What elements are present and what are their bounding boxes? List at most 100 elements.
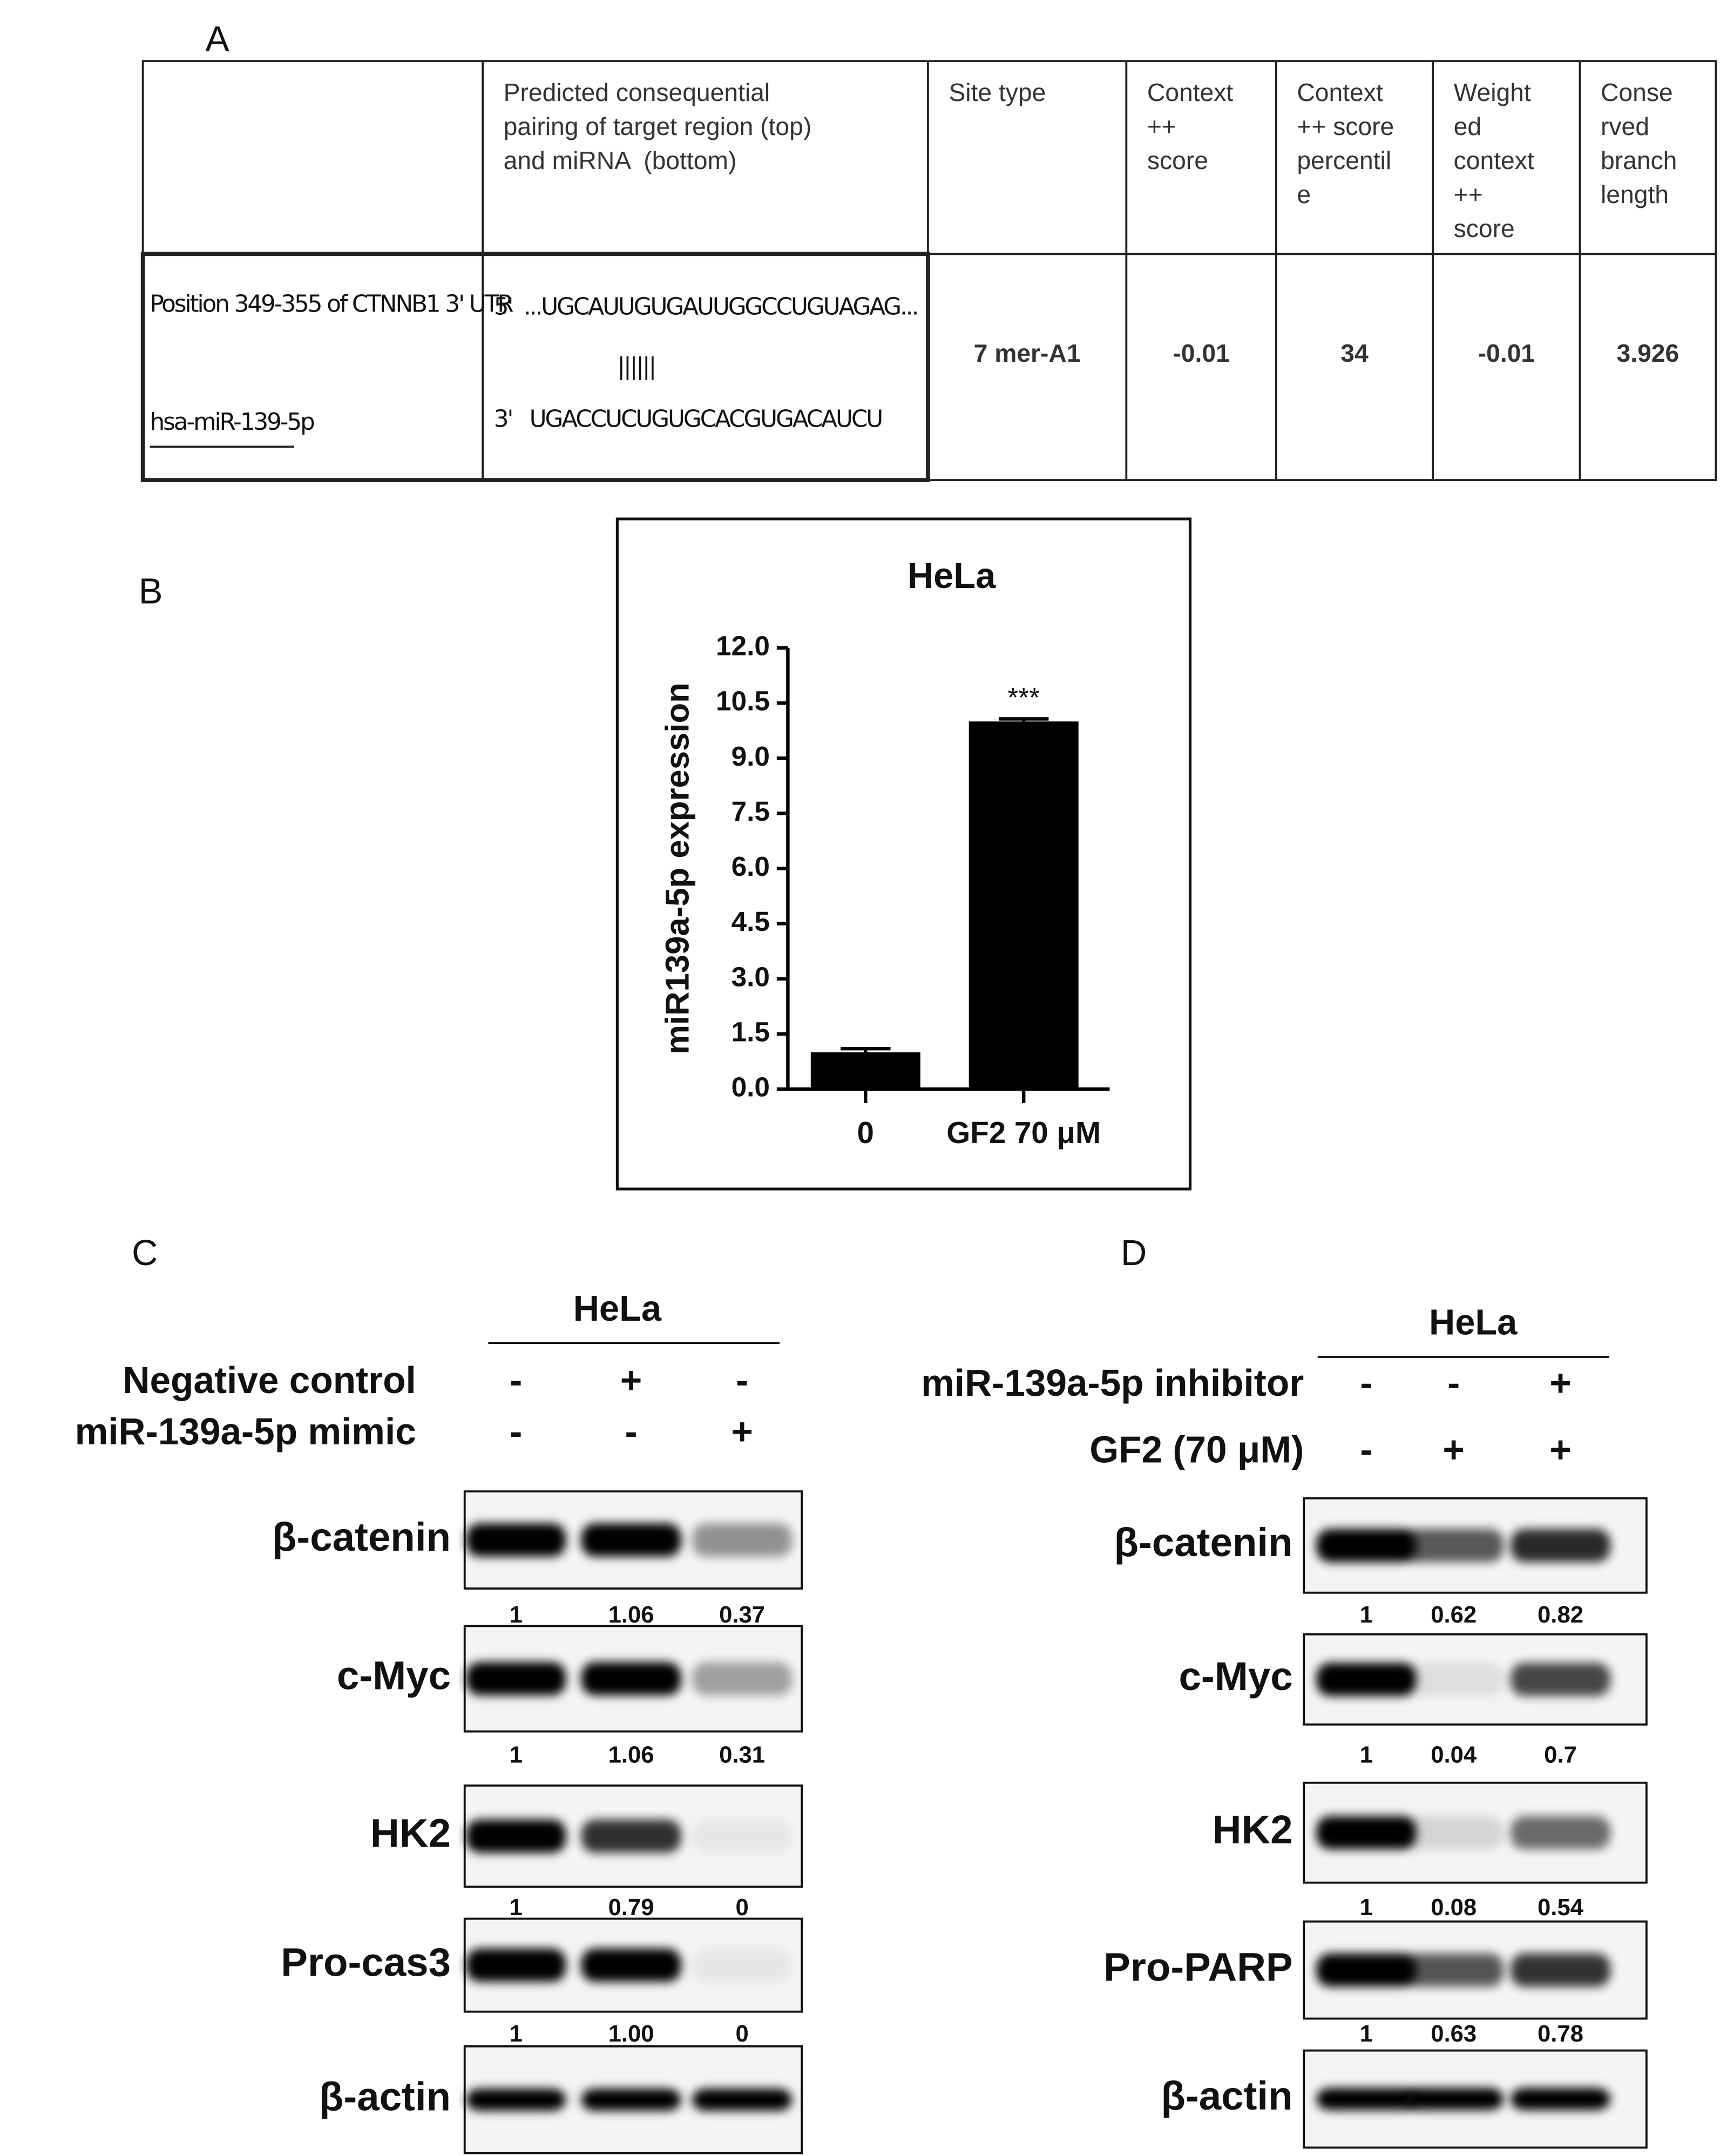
quant-label: 1 — [1360, 1894, 1373, 1921]
band — [1316, 1662, 1417, 1697]
quant-label: 0 — [735, 2020, 748, 2047]
x-tick-label: 0 — [857, 1116, 874, 1150]
quant-label: 0 — [735, 1894, 748, 1921]
y-axis-label: miR139a-5p expression — [659, 682, 696, 1055]
table-header: context — [1454, 146, 1534, 174]
condition-label: Negative control — [123, 1359, 416, 1401]
blot-label: Pro-cas3 — [281, 1939, 451, 1984]
quant-label: 0.37 — [719, 1601, 765, 1628]
condition-sign: - — [736, 1359, 748, 1401]
blot-label: c-Myc — [1179, 1654, 1292, 1699]
blot-label: β-catenin — [1114, 1520, 1293, 1565]
condition-sign: - — [510, 1410, 522, 1452]
condition-sign: - — [1360, 1362, 1372, 1404]
chart-frame — [615, 517, 1192, 1191]
band — [1316, 1529, 1417, 1563]
band — [581, 2089, 681, 2111]
condition-sign: - — [510, 1359, 522, 1401]
quant-label: 0.08 — [1431, 1894, 1477, 1921]
band — [1511, 1529, 1611, 1563]
band — [1404, 1816, 1504, 1850]
table-header: e — [1297, 180, 1311, 208]
band — [1511, 1953, 1611, 1987]
y-tick-label: 7.5 — [732, 795, 770, 827]
band — [1404, 1953, 1504, 1987]
quant-label: 1 — [1360, 2020, 1373, 2047]
table-cell: 34 — [1340, 339, 1369, 367]
band — [692, 1819, 793, 1853]
blot-label: Pro-PARP — [1103, 1944, 1292, 1989]
quant-label: 0.7 — [1544, 1741, 1577, 1768]
table-header: score — [1147, 146, 1208, 174]
band — [466, 1523, 566, 1557]
band — [466, 1948, 566, 1982]
band — [466, 2089, 566, 2111]
band — [1511, 1816, 1611, 1850]
table-header: percentil — [1297, 146, 1391, 174]
condition-sign: - — [1447, 1362, 1460, 1404]
quant-label: 0.82 — [1538, 1601, 1583, 1628]
pairing-line: |||||| — [617, 353, 655, 380]
quant-label: 1.06 — [608, 1741, 654, 1768]
condition-label: GF2 (70 μM) — [1089, 1429, 1304, 1471]
condition-sign: - — [1360, 1429, 1372, 1471]
blot-label: HK2 — [1213, 1807, 1293, 1852]
table-header: Predicted consequential — [504, 78, 770, 106]
y-tick-label: 10.5 — [716, 685, 770, 717]
panel-label: A — [205, 19, 229, 59]
table-header: Context — [1147, 78, 1233, 106]
table-header: length — [1601, 180, 1669, 208]
band — [466, 1819, 566, 1853]
quant-label: 1 — [510, 1894, 523, 1921]
chart-title: HeLa — [908, 556, 996, 596]
row-target: hsa-miR-139-5p — [150, 408, 314, 436]
quant-label: 1.06 — [608, 1601, 654, 1628]
table-header: ++ score — [1297, 112, 1394, 140]
blot-label: c-Myc — [337, 1653, 451, 1698]
blot-label: β-actin — [319, 2074, 451, 2119]
band — [1316, 2087, 1417, 2111]
band — [581, 1662, 681, 1695]
panel-label: B — [139, 571, 163, 611]
y-tick-label: 1.5 — [732, 1016, 770, 1047]
condition-sign: + — [1443, 1429, 1465, 1471]
table-header: ++ — [1454, 180, 1483, 208]
table-header: Site type — [949, 78, 1046, 106]
quant-label: 0.78 — [1538, 2020, 1583, 2047]
band — [1511, 1662, 1611, 1697]
band — [1404, 2087, 1504, 2111]
table-header: Weight — [1454, 78, 1531, 106]
quant-label: 1 — [510, 1601, 523, 1628]
quant-label: 0.31 — [719, 1741, 765, 1768]
y-tick-label: 12.0 — [716, 630, 770, 661]
band — [692, 1523, 793, 1557]
table-header: and miRNA (bottom) — [504, 146, 737, 174]
blot-label: β-catenin — [272, 1515, 451, 1559]
band — [1404, 1662, 1504, 1697]
condition-sign: + — [620, 1359, 642, 1401]
quant-label: 1 — [1360, 1601, 1373, 1628]
blot-label: β-actin — [1161, 2073, 1292, 2118]
table-frame — [140, 60, 1717, 482]
table-cell: 3.926 — [1617, 339, 1680, 367]
y-tick-label: 9.0 — [732, 740, 770, 772]
table-header: Conse — [1601, 78, 1673, 106]
table-header: rved — [1601, 112, 1649, 140]
table-header: ed — [1454, 112, 1481, 140]
cell-line: HeLa — [573, 1289, 662, 1329]
band — [581, 1819, 681, 1853]
y-tick-label: 3.0 — [732, 961, 770, 992]
panel-label: D — [1121, 1233, 1147, 1273]
band — [692, 1662, 793, 1695]
table-header: Context — [1297, 78, 1383, 106]
bar — [810, 1052, 920, 1090]
quant-label: 1.00 — [608, 2020, 654, 2047]
quant-label: 0.63 — [1431, 2020, 1477, 2047]
y-tick-label: 6.0 — [732, 850, 770, 882]
x-tick-label: GF2 70 μM — [946, 1116, 1101, 1150]
table-cell: -0.01 — [1478, 339, 1535, 367]
quant-label: 0.54 — [1538, 1894, 1584, 1921]
condition-sign: + — [1549, 1362, 1572, 1404]
